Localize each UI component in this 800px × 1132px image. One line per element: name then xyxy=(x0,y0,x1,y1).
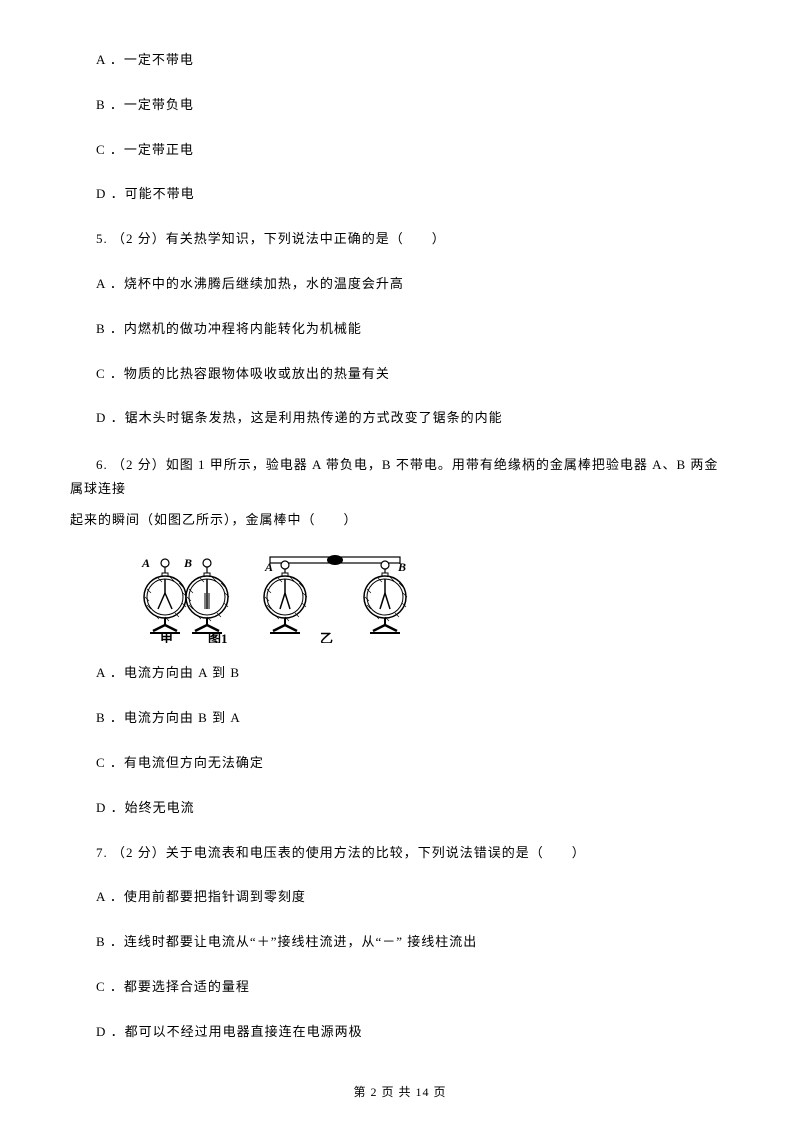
figure-1: A xyxy=(130,553,730,643)
q7-option-c: C ．都要选择合适的量程 xyxy=(70,977,730,998)
q6-option-d: D ．始终无电流 xyxy=(70,798,730,819)
q7-option-a: A ．使用前都要把指针调到零刻度 xyxy=(70,887,730,908)
q5-option-a: A ．烧杯中的水沸腾后继续加热，水的温度会升高 xyxy=(70,274,730,295)
label-tu1: 图1 xyxy=(208,631,228,643)
q6-option-b: B ．电流方向由 B 到 A xyxy=(70,708,730,729)
label-jia: 甲 xyxy=(160,631,173,643)
label-a: A xyxy=(141,556,150,570)
label-b: B xyxy=(183,556,192,570)
electroscope-diagram: A xyxy=(130,553,430,643)
q6-stem-line1: 6. （2 分）如图 1 甲所示，验电器 A 带负电，B 不带电。用带有绝缘柄的… xyxy=(70,453,730,500)
q6-option-a: A ．电流方向由 A 到 B xyxy=(70,663,730,684)
q7-option-b: B ．连线时都要让电流从“＋”接线柱流进，从“－” 接线柱流出 xyxy=(70,932,730,953)
q5-option-c: C ．物质的比热容跟物体吸收或放出的热量有关 xyxy=(70,364,730,385)
q4-option-a: A ．一定不带电 xyxy=(70,50,730,71)
q7-stem: 7. （2 分）关于电流表和电压表的使用方法的比较，下列说法错误的是（ ） xyxy=(70,843,730,864)
q5-option-b: B ．内燃机的做功冲程将内能转化为机械能 xyxy=(70,319,730,340)
q6-option-c: C ．有电流但方向无法确定 xyxy=(70,753,730,774)
q7-option-d: D ．都可以不经过用电器直接连在电源两极 xyxy=(70,1022,730,1043)
q5-stem: 5. （2 分）有关热学知识，下列说法中正确的是（ ） xyxy=(70,229,730,250)
q5-option-d: D ．锯木头时锯条发热，这是利用热传递的方式改变了锯条的内能 xyxy=(70,408,730,429)
label-b2: B xyxy=(397,560,406,574)
page-footer: 第 2 页 共 14 页 xyxy=(0,1083,800,1100)
q4-option-c: C ．一定带正电 xyxy=(70,140,730,161)
label-a2: A xyxy=(264,560,273,574)
q4-option-b: B ．一定带负电 xyxy=(70,95,730,116)
q4-option-d: D ．可能不带电 xyxy=(70,184,730,205)
label-yi: 乙 xyxy=(320,631,333,643)
q6-stem-line2: 起来的瞬间（如图乙所示），金属棒中（ ） xyxy=(70,508,730,531)
